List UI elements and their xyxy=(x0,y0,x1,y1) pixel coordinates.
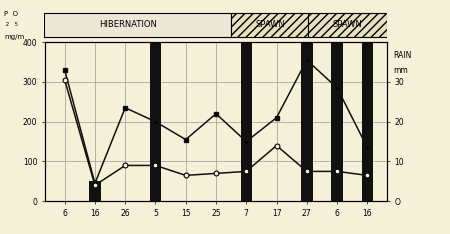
Bar xyxy=(44,13,231,37)
Bar xyxy=(89,181,101,201)
Bar xyxy=(301,0,313,201)
Bar xyxy=(331,0,343,201)
Text: SPAWN: SPAWN xyxy=(256,20,285,29)
Bar xyxy=(240,0,252,201)
Text: mg/m: mg/m xyxy=(4,34,25,40)
Bar xyxy=(308,13,387,37)
Text: P  O: P O xyxy=(4,11,18,17)
Text: SPAWN: SPAWN xyxy=(333,20,362,29)
Bar xyxy=(150,0,161,201)
Text: RAIN: RAIN xyxy=(394,51,412,60)
Bar xyxy=(362,42,373,201)
Text: 2   5: 2 5 xyxy=(4,22,18,27)
Text: HIBERNATION: HIBERNATION xyxy=(99,20,157,29)
Text: mm: mm xyxy=(394,66,409,74)
Bar xyxy=(231,13,308,37)
